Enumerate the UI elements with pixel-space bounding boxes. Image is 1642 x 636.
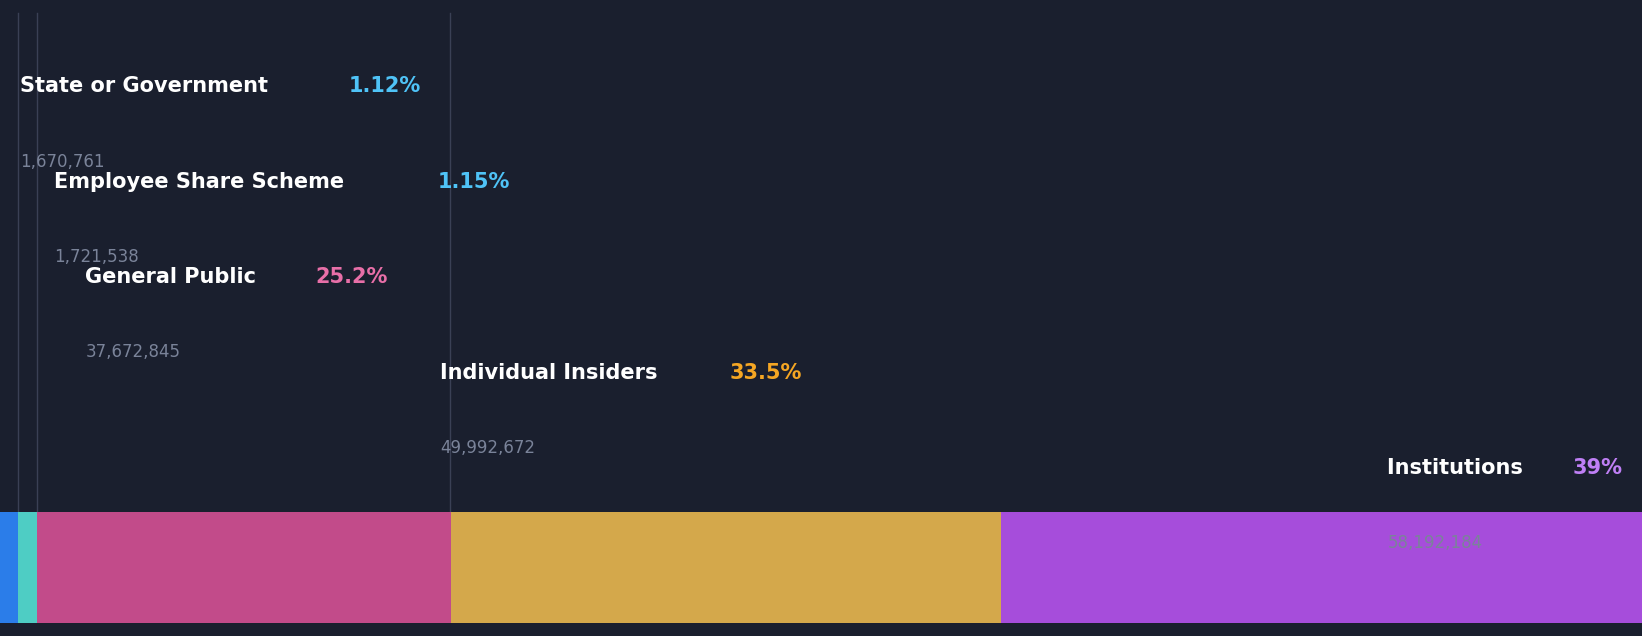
Text: 25.2%: 25.2% <box>315 267 388 287</box>
Bar <box>18 512 38 623</box>
Bar <box>38 512 452 623</box>
Text: 33.5%: 33.5% <box>731 363 803 382</box>
Text: 1.15%: 1.15% <box>438 172 511 191</box>
Text: Institutions: Institutions <box>1387 458 1530 478</box>
Text: 58,192,184: 58,192,184 <box>1387 534 1483 552</box>
Text: 1,721,538: 1,721,538 <box>54 248 140 266</box>
Text: Employee Share Scheme: Employee Share Scheme <box>54 172 351 191</box>
Bar <box>1002 512 1642 623</box>
Text: 1,670,761: 1,670,761 <box>20 153 103 170</box>
Text: General Public: General Public <box>85 267 264 287</box>
Text: 49,992,672: 49,992,672 <box>440 439 535 457</box>
Text: 39%: 39% <box>1571 458 1622 478</box>
Text: 37,672,845: 37,672,845 <box>85 343 181 361</box>
Text: Individual Insiders: Individual Insiders <box>440 363 665 382</box>
Bar <box>0 512 18 623</box>
Text: State or Government: State or Government <box>20 76 274 96</box>
Bar <box>452 512 1002 623</box>
Text: 1.12%: 1.12% <box>350 76 422 96</box>
